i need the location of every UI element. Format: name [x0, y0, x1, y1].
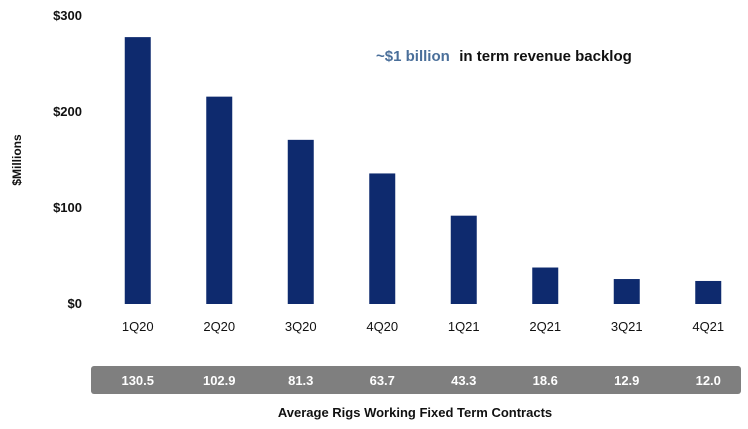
y-tick-label: $0 [68, 296, 82, 311]
rigs-band [91, 366, 741, 394]
y-tick-label: $300 [53, 8, 82, 23]
rigs-band-title: Average Rigs Working Fixed Term Contract… [278, 405, 552, 420]
bar [206, 96, 233, 304]
x-tick-label: 2Q21 [529, 319, 561, 334]
rigs-value: 12.0 [696, 373, 721, 388]
rigs-band-values: 130.5 102.9 81.3 63.7 43.3 18.6 12.9 12.0 [121, 373, 720, 388]
bar [450, 215, 477, 304]
bars [124, 37, 722, 305]
x-tick-label: 4Q20 [366, 319, 398, 334]
y-axis-label: $Millions [10, 134, 24, 186]
annotation-highlight: ~$1 billion [376, 48, 450, 65]
x-tick-label: 2Q20 [203, 319, 235, 334]
rigs-value: 63.7 [370, 373, 395, 388]
x-tick-label: 4Q21 [692, 319, 724, 334]
bar [532, 267, 559, 304]
y-tick-label: $200 [53, 104, 82, 119]
x-tick-label: 3Q20 [285, 319, 317, 334]
bar [124, 37, 151, 305]
annotation-rest: in term revenue backlog [459, 48, 632, 65]
bar [287, 139, 314, 304]
rigs-value: 43.3 [451, 373, 476, 388]
y-tick-label: $100 [53, 200, 82, 215]
x-axis-categories: 1Q20 2Q20 3Q20 4Q20 1Q21 2Q21 3Q21 4Q21 [122, 319, 724, 334]
rigs-value: 102.9 [203, 373, 236, 388]
bar [369, 173, 396, 304]
rigs-value: 130.5 [121, 373, 154, 388]
x-tick-label: 3Q21 [611, 319, 643, 334]
bar [613, 279, 640, 304]
y-axis: $0 $100 $200 $300 [53, 8, 82, 311]
backlog-annotation: ~$1 billion in term revenue backlog [376, 48, 632, 65]
rigs-value: 12.9 [614, 373, 639, 388]
rigs-value: 18.6 [533, 373, 558, 388]
x-tick-label: 1Q20 [122, 319, 154, 334]
bar [695, 280, 722, 304]
rigs-value: 81.3 [288, 373, 313, 388]
x-tick-label: 1Q21 [448, 319, 480, 334]
